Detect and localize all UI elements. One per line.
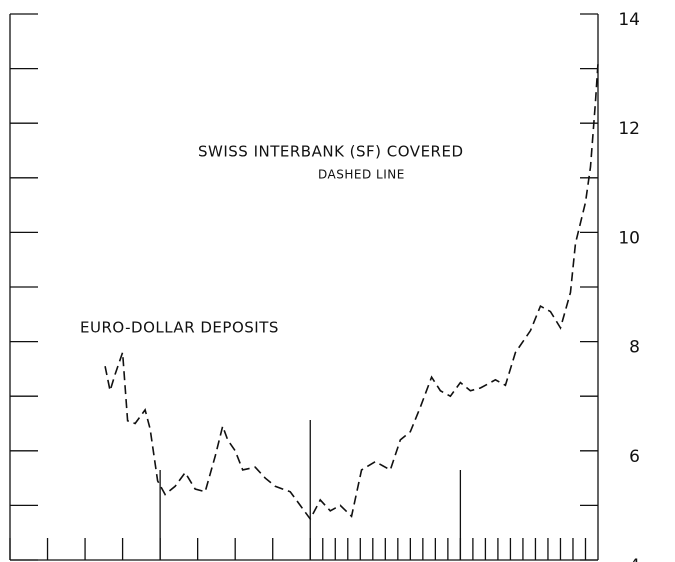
series-label: SWISS INTERBANK (SF) COVERED [198,143,464,161]
y-tick-label: 14 [618,10,640,30]
y-tick-label: 12 [618,119,640,139]
y-tick-label: 6 [629,447,640,467]
annotation: DASHED LINE [318,168,405,182]
y-tick-label: 10 [618,228,640,248]
annotation: EURO-DOLLAR DEPOSITS [80,319,279,337]
line [104,63,599,521]
y-tick-label: 8 [629,338,640,358]
y-tick-label: 4 [629,556,640,562]
